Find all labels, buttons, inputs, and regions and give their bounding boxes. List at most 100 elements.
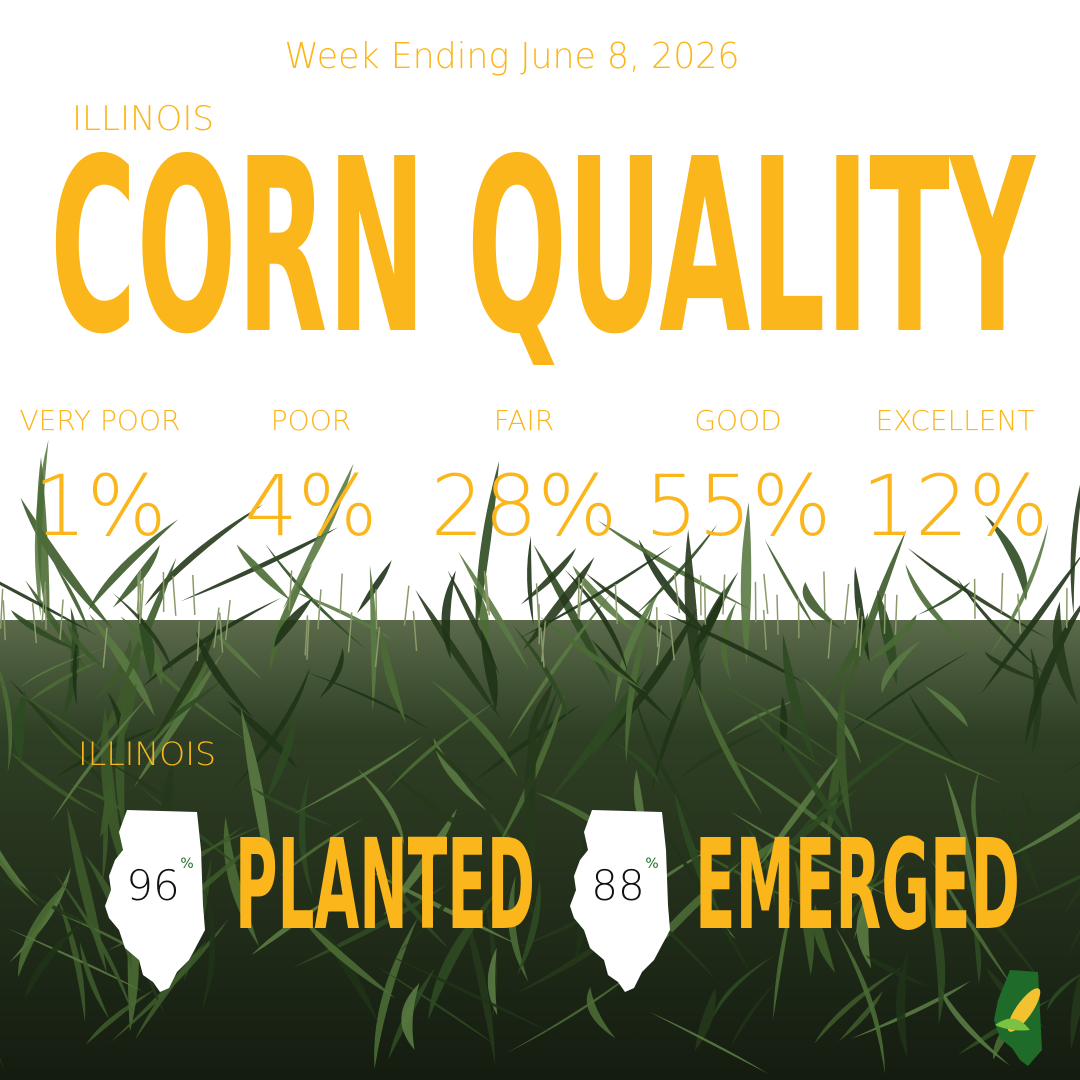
tassel xyxy=(669,620,675,661)
tassel xyxy=(823,571,826,612)
tassel xyxy=(192,574,196,616)
leaf xyxy=(766,721,864,862)
leaf xyxy=(0,669,13,773)
leaf xyxy=(1070,971,1080,1050)
leaf xyxy=(298,774,313,898)
leaf xyxy=(382,951,555,1035)
leaf xyxy=(508,875,529,982)
leaf xyxy=(881,640,922,694)
rating-value: 55% xyxy=(645,457,832,555)
rating-label: GOOD xyxy=(694,404,781,437)
leaf xyxy=(137,610,155,679)
leaf xyxy=(693,587,726,652)
leaf xyxy=(836,670,853,835)
leaf xyxy=(923,880,946,1025)
progress-unit: % xyxy=(645,856,658,872)
tassel xyxy=(722,574,726,615)
leaf xyxy=(415,589,503,721)
tassel xyxy=(140,579,145,620)
tassel xyxy=(224,600,231,641)
leaf xyxy=(936,841,1044,984)
leaf xyxy=(0,581,98,636)
leaf xyxy=(856,885,874,969)
leaf xyxy=(36,456,50,632)
leaf xyxy=(7,928,145,992)
leaf xyxy=(1066,928,1080,959)
leaf xyxy=(12,691,26,764)
tassel xyxy=(31,603,38,644)
leaf xyxy=(842,863,885,933)
tassel xyxy=(776,594,779,635)
tassel xyxy=(347,612,353,653)
tassel xyxy=(213,607,220,648)
leaf xyxy=(120,616,163,686)
leaf xyxy=(1059,802,1080,822)
progress-label: EMERGED xyxy=(695,813,1020,958)
rating-value: 4% xyxy=(244,457,377,555)
leaf xyxy=(520,548,577,605)
leaf xyxy=(550,668,645,799)
leaf xyxy=(663,612,804,683)
tassel xyxy=(762,609,767,651)
tassel xyxy=(2,600,7,641)
leaf xyxy=(980,556,1080,695)
leaf xyxy=(827,752,840,837)
tassel xyxy=(883,593,886,634)
leaf xyxy=(1064,886,1080,913)
rating-label: VERY POOR xyxy=(20,404,181,437)
tassel xyxy=(339,573,343,614)
leaf xyxy=(380,628,407,724)
tassel xyxy=(703,584,707,625)
leaf xyxy=(971,769,983,855)
leaf xyxy=(223,816,260,947)
week-label: Week Ending June 8, 2026 xyxy=(285,36,740,77)
leaf xyxy=(458,551,529,670)
leaf xyxy=(115,697,126,836)
title: CORN QUALITY xyxy=(50,107,1037,387)
leaf xyxy=(665,831,753,976)
rating-label: FAIR xyxy=(494,404,554,437)
leaf xyxy=(133,651,224,788)
leaf xyxy=(480,629,498,711)
state-label: ILLINOIS xyxy=(72,99,214,139)
leaf xyxy=(401,982,420,1050)
leaf xyxy=(586,986,616,1039)
tassel xyxy=(855,607,861,648)
leaf xyxy=(740,837,781,886)
progress-value: 96 xyxy=(126,861,179,910)
leaf xyxy=(527,535,534,625)
progress: 96% PLANTED 88% EMERGED xyxy=(105,810,1020,992)
tassel xyxy=(485,575,491,616)
leaf xyxy=(151,621,218,743)
logo xyxy=(994,970,1042,1066)
leaf xyxy=(684,529,702,708)
leaf xyxy=(591,639,673,723)
tassel xyxy=(656,625,663,666)
leaf xyxy=(129,680,223,750)
leaf xyxy=(1046,974,1080,1011)
leaf xyxy=(274,597,314,648)
tassel xyxy=(306,619,310,660)
tassel xyxy=(172,575,177,616)
leaf xyxy=(72,633,79,707)
tassel xyxy=(218,612,224,653)
progress-label: PLANTED xyxy=(235,813,535,958)
leaf xyxy=(845,529,907,698)
leaf xyxy=(373,964,497,1046)
leaf xyxy=(53,562,90,633)
leaf xyxy=(1070,484,1080,615)
leaf xyxy=(764,539,818,633)
progress-value: 88 xyxy=(591,861,644,910)
leaf xyxy=(896,953,908,1058)
tassel xyxy=(843,583,850,625)
tassel xyxy=(374,626,381,667)
tassel xyxy=(102,627,108,668)
tassel xyxy=(375,589,378,630)
leaf xyxy=(1020,790,1037,847)
tassel xyxy=(412,610,418,652)
tassel xyxy=(827,618,833,659)
leaf xyxy=(487,948,498,1016)
leaf xyxy=(357,560,392,614)
tassel xyxy=(1017,593,1022,634)
